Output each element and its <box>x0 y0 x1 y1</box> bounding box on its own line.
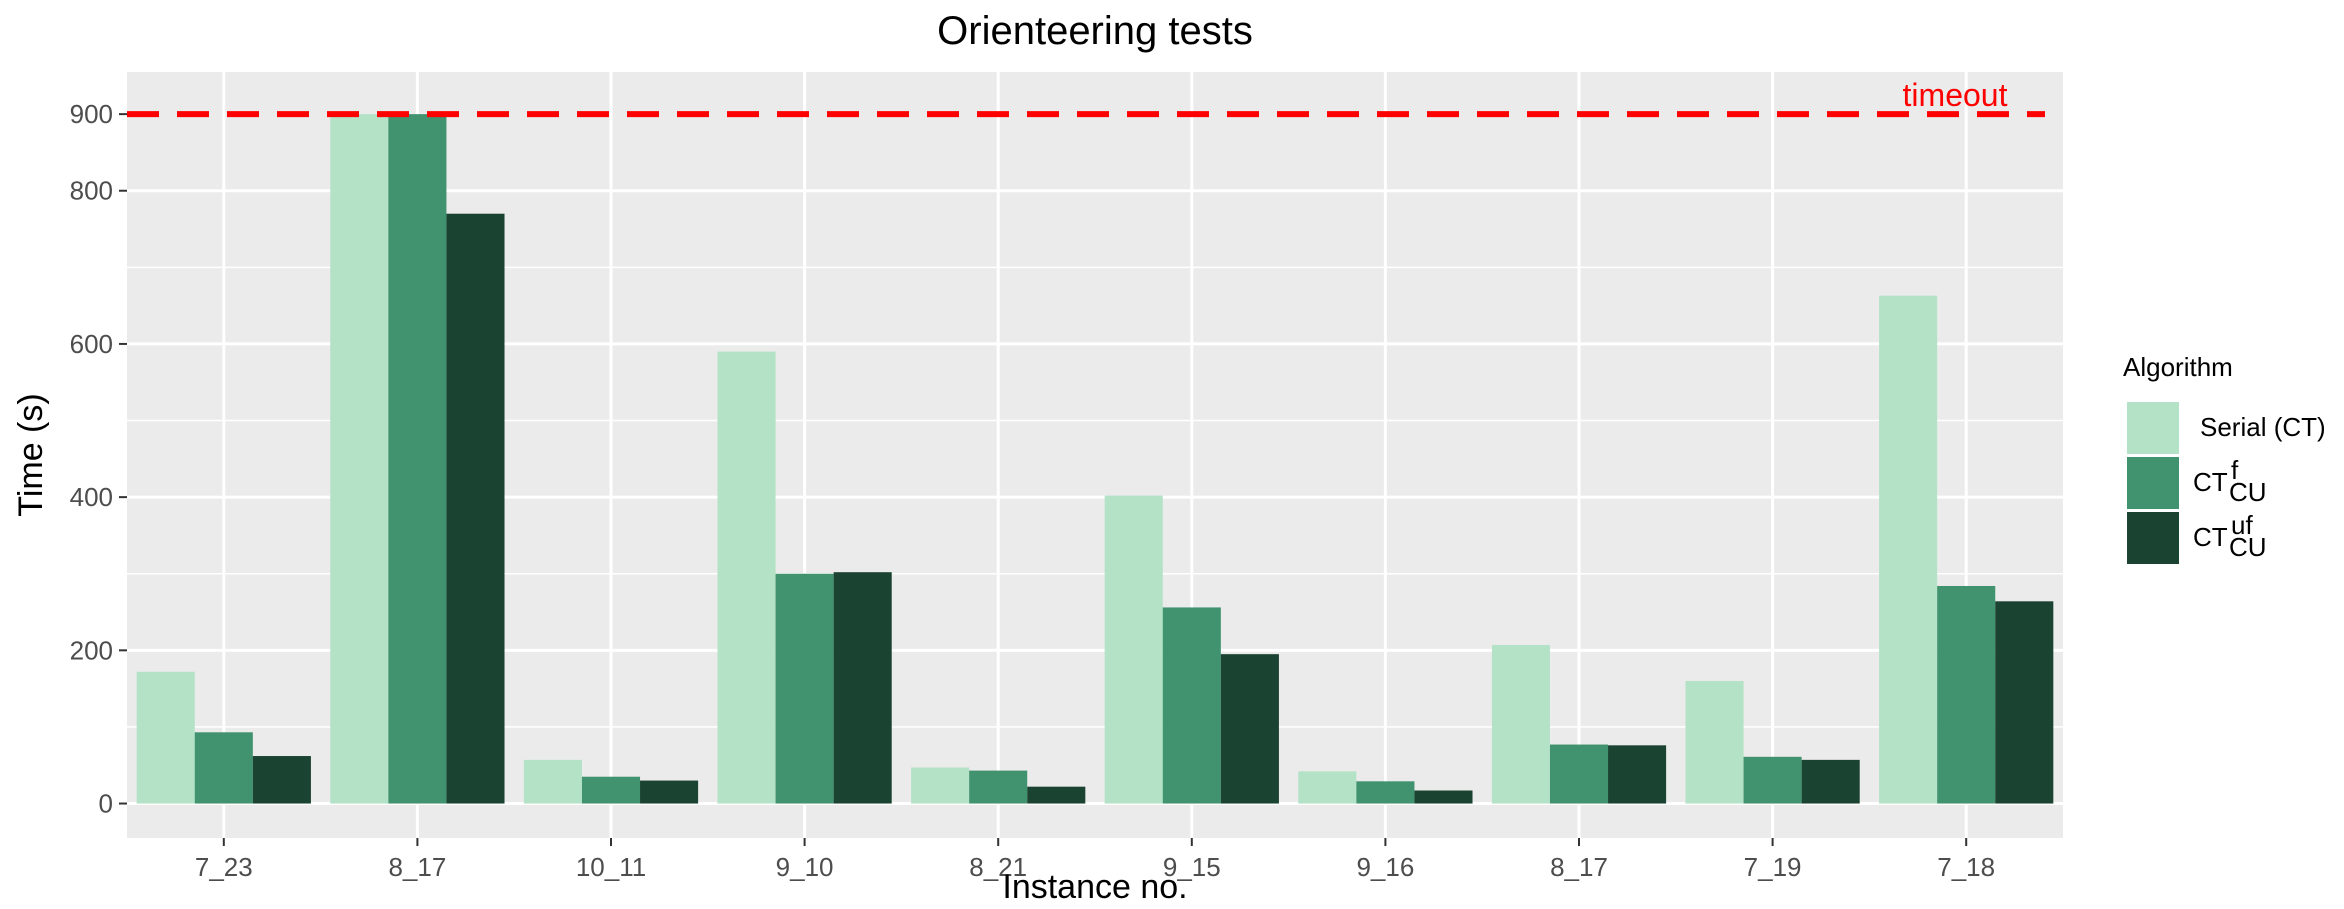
bar <box>194 732 253 804</box>
x-tick-label: 7_19 <box>1744 852 1802 882</box>
timeout-label: timeout <box>1903 77 2008 113</box>
y-tick-label: 900 <box>70 99 113 129</box>
x-tick-label: 7_23 <box>195 852 253 882</box>
y-tick-label: 0 <box>99 789 113 819</box>
legend-label-superscript: uf <box>2231 510 2253 540</box>
bar <box>1220 654 1279 804</box>
reference-line-group: timeout <box>127 77 2045 118</box>
bar <box>523 759 582 804</box>
x-tick-label: 9_16 <box>1356 852 1414 882</box>
chart-title: Orienteering tests <box>937 9 1253 53</box>
legend-label-subscript: CU <box>2229 532 2267 562</box>
bar <box>581 776 641 804</box>
bar <box>1743 756 1802 804</box>
bar <box>330 114 389 804</box>
legend-key <box>2127 512 2179 564</box>
bar <box>1995 601 2054 804</box>
bar <box>1491 644 1550 804</box>
x-tick-label: 9_10 <box>776 852 834 882</box>
bar <box>717 351 776 804</box>
bar <box>136 671 195 804</box>
bar <box>911 767 970 804</box>
x-tick-label: 10_11 <box>576 852 646 882</box>
bars <box>136 114 2054 804</box>
y-axis-title: Time (s) <box>12 393 50 516</box>
legend-label: Serial (CT) <box>2200 412 2326 442</box>
bar <box>446 213 505 804</box>
bar <box>969 770 1028 804</box>
legend-label-subscript: CU <box>2229 477 2267 507</box>
y-axis: 0 200 400 600 800 900 <box>70 99 127 819</box>
bar <box>640 780 699 804</box>
legend-key <box>2127 457 2179 509</box>
bar <box>775 573 834 804</box>
bar <box>1414 790 1473 804</box>
legend-key <box>2127 402 2179 454</box>
x-axis-title: Instance no. <box>1002 868 1187 906</box>
legend-title: Algorithm <box>2123 352 2233 382</box>
bar <box>1027 786 1086 804</box>
x-tick-label: 8_17 <box>1550 852 1608 882</box>
bar <box>833 572 892 804</box>
x-axis: 7_23 8_17 10_11 9_10 8_21 9_15 9_16 8_17 7_19 7_1… <box>195 838 1995 882</box>
bar <box>1356 781 1415 804</box>
y-tick-label: 600 <box>70 329 113 359</box>
bar <box>1104 495 1163 804</box>
bar <box>1162 607 1221 804</box>
y-tick-label: 400 <box>70 482 113 512</box>
x-tick-label: 9_15 <box>1163 852 1221 882</box>
bar <box>1801 759 1860 804</box>
bar <box>252 756 311 804</box>
x-tick-label: 7_18 <box>1937 852 1995 882</box>
x-tick-label: 8_21 <box>969 852 1027 882</box>
bar <box>1549 744 1609 804</box>
bar <box>1298 771 1357 804</box>
bar <box>1937 585 1996 804</box>
y-tick-label: 200 <box>70 635 113 665</box>
legend-label: CT <box>2193 522 2228 552</box>
bar <box>1685 680 1744 804</box>
legend-label: CT <box>2193 467 2228 497</box>
legend-label-superscript: f <box>2231 455 2239 485</box>
bar <box>1608 745 1667 804</box>
bar <box>1879 295 1938 804</box>
y-tick-label: 800 <box>70 176 113 206</box>
bar <box>388 114 447 804</box>
x-tick-label: 8_17 <box>388 852 446 882</box>
